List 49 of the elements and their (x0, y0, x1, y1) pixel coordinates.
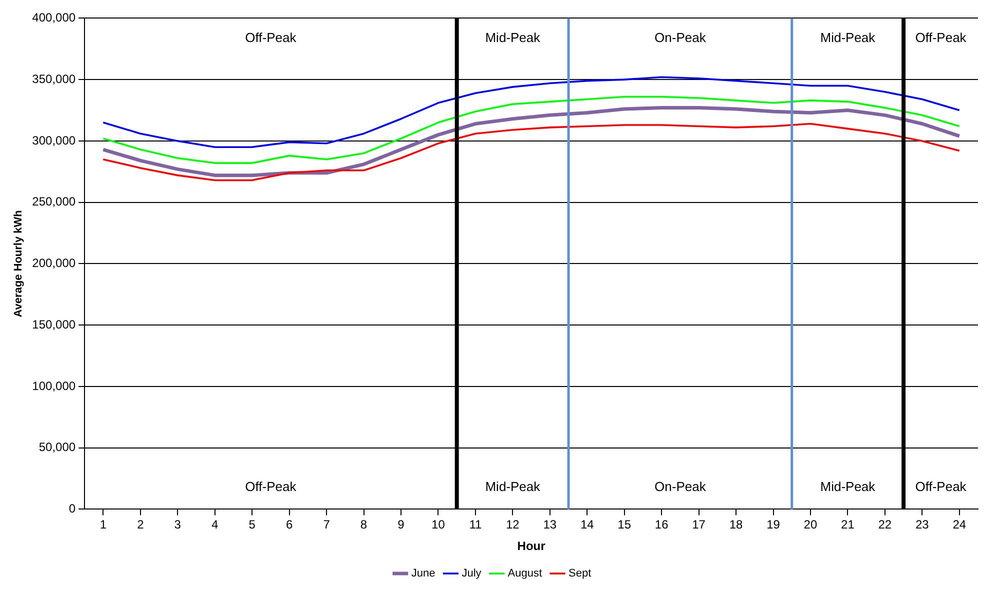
x-tick-label: 3 (174, 518, 182, 532)
x-tick-label: 14 (580, 518, 594, 532)
x-tick-label: 9 (398, 518, 405, 532)
x-tick-label: 20 (804, 518, 818, 532)
x-tick-label: 8 (360, 518, 368, 532)
x-tick-label: 18 (729, 518, 744, 532)
x-tick-label: 1 (100, 518, 107, 532)
annotation: Mid-Peak (485, 478, 541, 494)
x-tick-label: 15 (618, 518, 632, 532)
annotation: Off-Peak (245, 30, 297, 45)
y-tick-label: 0 (68, 502, 76, 516)
x-tick-label: 23 (915, 518, 930, 532)
y-tick-label: 250,000 (32, 194, 76, 209)
annotation: Off-Peak (915, 30, 967, 45)
y-tick-label: 100,000 (32, 378, 76, 393)
legend-label: August (508, 568, 542, 580)
x-tick-label: 4 (212, 518, 219, 532)
x-tick-label: 17 (692, 518, 706, 532)
annotation: Mid-Peak (820, 30, 876, 45)
annotation: On-Peak (654, 478, 706, 494)
x-tick-label: 11 (469, 518, 482, 532)
y-tick-label: 200,000 (32, 256, 76, 270)
legend-label: June (411, 568, 436, 580)
x-tick-label: 24 (952, 518, 966, 532)
annotation: Off-Peak (915, 478, 967, 494)
annotation: Mid-Peak (820, 478, 876, 494)
legend-label: Sept (568, 568, 592, 580)
x-tick-label: 5 (248, 518, 256, 532)
x-tick-label: 22 (878, 518, 892, 532)
legend-label: July (462, 568, 482, 580)
annotation: Mid-Peak (485, 30, 541, 45)
x-tick-label: 16 (654, 518, 669, 532)
x-tick-label: 21 (841, 518, 855, 532)
x-axis-title: Hour (517, 539, 546, 554)
annotation: Off-Peak (245, 478, 297, 494)
x-tick-label: 7 (323, 518, 330, 532)
x-tick-label: 2 (137, 518, 144, 532)
x-tick-label: 6 (286, 518, 293, 532)
x-tick-label: 13 (543, 518, 557, 532)
annotation: On-Peak (654, 30, 706, 45)
x-tick-label: 10 (432, 518, 446, 532)
x-tick-label: 12 (506, 518, 520, 532)
x-tick-label: 19 (766, 518, 780, 532)
y-tick-label: 50,000 (38, 440, 76, 454)
y-tick-label: 400,000 (32, 10, 76, 25)
y-axis-title: Average Hourly kWh (12, 210, 25, 318)
y-tick-label: 150,000 (32, 317, 76, 332)
y-tick-label: 350,000 (32, 72, 76, 86)
y-tick-label: 300,000 (32, 133, 76, 148)
